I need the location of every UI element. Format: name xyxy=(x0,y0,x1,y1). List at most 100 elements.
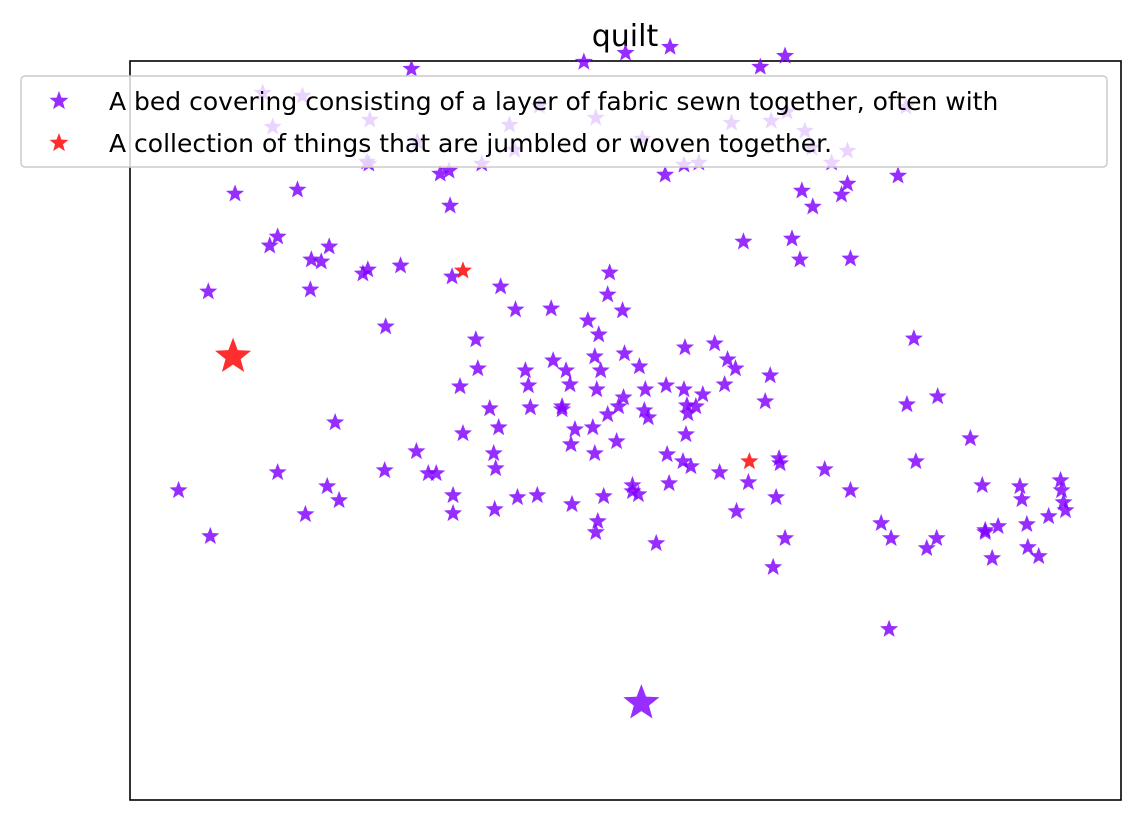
data-point xyxy=(917,538,936,557)
data-point xyxy=(587,380,606,398)
data-point xyxy=(630,357,649,375)
data-point xyxy=(594,486,613,505)
data-point xyxy=(740,451,759,470)
data-point xyxy=(226,184,245,202)
data-point xyxy=(1056,500,1075,519)
data-point xyxy=(598,285,617,303)
data-point xyxy=(489,418,508,436)
data-point xyxy=(776,528,795,547)
data-point xyxy=(888,166,908,184)
data-point xyxy=(636,380,655,398)
data-point xyxy=(607,431,626,450)
data-point xyxy=(169,480,188,499)
data-point xyxy=(268,227,287,245)
data-point xyxy=(613,301,632,319)
data-point xyxy=(790,250,809,268)
data-point xyxy=(872,513,891,532)
legend: A bed covering consisting of a layer of … xyxy=(20,75,1108,168)
data-point xyxy=(841,480,860,499)
data-point xyxy=(1051,470,1070,489)
data-point xyxy=(557,361,576,379)
plot-area-frame xyxy=(129,60,1122,801)
data-point xyxy=(660,473,679,492)
data-point xyxy=(402,59,421,77)
data-point xyxy=(375,460,394,479)
data-point xyxy=(444,485,463,504)
data-point xyxy=(629,484,648,503)
data-point xyxy=(718,350,737,368)
data-point xyxy=(770,448,789,467)
highlight-point xyxy=(623,684,660,719)
data-point xyxy=(677,396,696,414)
data-point xyxy=(578,311,597,329)
data-point xyxy=(326,413,345,431)
data-point xyxy=(623,481,642,500)
data-point xyxy=(710,462,729,481)
data-point xyxy=(897,395,916,413)
data-point xyxy=(647,533,666,552)
data-point xyxy=(450,377,470,395)
data-point xyxy=(927,528,946,547)
data-point xyxy=(623,475,642,494)
data-point xyxy=(678,404,697,422)
data-point xyxy=(676,424,695,443)
data-point xyxy=(973,475,992,494)
legend-marker xyxy=(49,133,69,152)
data-point xyxy=(453,261,473,279)
data-point xyxy=(431,164,450,182)
data-point xyxy=(544,351,563,369)
data-point xyxy=(693,385,712,403)
data-point xyxy=(1039,506,1058,525)
data-point xyxy=(407,441,426,460)
data-point xyxy=(376,317,395,335)
data-point xyxy=(792,181,811,199)
data-point xyxy=(480,399,499,417)
data-point xyxy=(976,522,995,541)
data-point xyxy=(1052,480,1071,499)
data-point xyxy=(358,260,377,278)
data-point xyxy=(485,499,504,518)
data-point xyxy=(468,359,487,377)
data-point xyxy=(661,37,680,55)
data-point xyxy=(268,462,287,481)
data-point xyxy=(803,197,822,215)
data-point xyxy=(767,487,786,506)
data-point xyxy=(585,443,604,462)
data-point xyxy=(715,375,734,393)
data-point xyxy=(560,375,580,393)
data-point xyxy=(561,434,581,453)
data-point xyxy=(491,277,510,295)
data-point xyxy=(751,57,770,75)
data-point xyxy=(841,249,860,267)
data-point xyxy=(565,420,584,438)
data-point xyxy=(301,280,320,298)
data-point xyxy=(453,424,473,442)
data-point xyxy=(260,236,279,254)
data-point xyxy=(782,229,802,247)
data-point xyxy=(330,490,349,509)
data-point xyxy=(686,397,705,415)
data-point xyxy=(585,347,604,365)
data-point xyxy=(1010,476,1029,495)
data-point xyxy=(598,405,617,423)
data-point xyxy=(673,451,693,470)
data-point xyxy=(574,52,593,70)
data-point xyxy=(391,256,410,274)
data-point xyxy=(815,459,834,478)
data-point xyxy=(609,397,628,415)
data-point xyxy=(353,264,372,282)
data-point xyxy=(657,376,676,394)
data-point xyxy=(1029,546,1048,565)
data-point xyxy=(419,463,438,482)
data-point xyxy=(591,361,610,379)
data-point xyxy=(440,161,459,179)
data-point xyxy=(302,250,321,268)
data-point xyxy=(1018,537,1037,556)
data-point xyxy=(588,511,607,530)
data-point xyxy=(904,329,923,347)
data-point xyxy=(519,376,538,394)
data-point xyxy=(553,397,572,415)
data-point xyxy=(882,528,901,547)
data-point xyxy=(764,557,783,575)
data-point xyxy=(928,387,947,405)
